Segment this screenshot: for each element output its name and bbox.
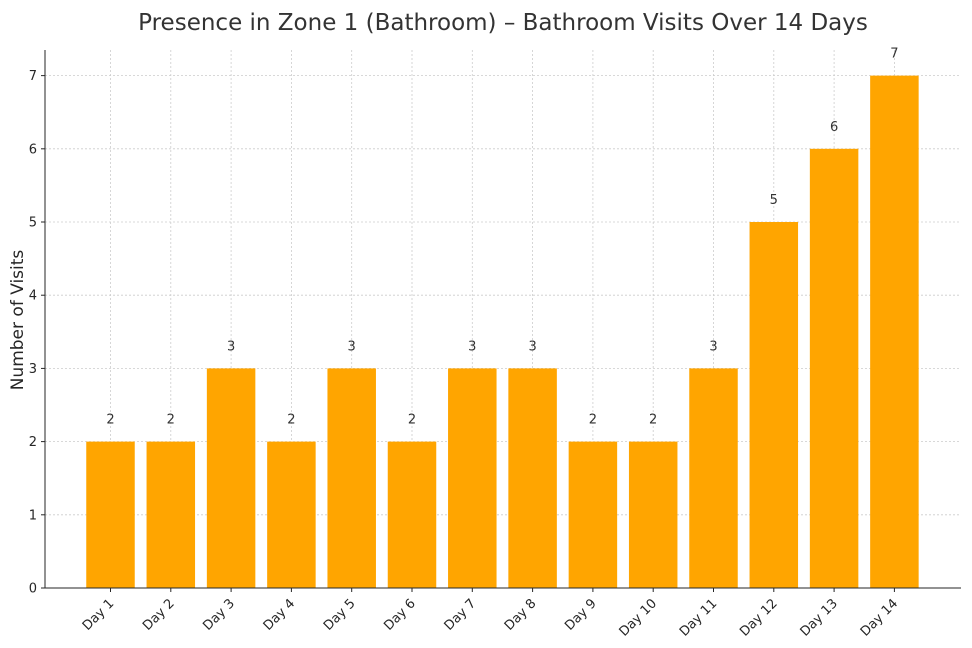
x-tick-label: Day 11 bbox=[677, 596, 720, 639]
bar bbox=[327, 368, 376, 588]
x-tick-label: Day 5 bbox=[321, 596, 359, 634]
data-label: 3 bbox=[468, 339, 476, 354]
bar bbox=[749, 222, 799, 588]
data-label: 3 bbox=[348, 339, 356, 354]
data-label: 3 bbox=[227, 339, 235, 354]
x-tick-label: Day 14 bbox=[858, 596, 901, 639]
data-label: 3 bbox=[528, 339, 536, 354]
bar bbox=[267, 441, 316, 588]
y-tick-label: 6 bbox=[29, 142, 37, 157]
y-tick-label: 1 bbox=[29, 508, 37, 523]
x-tick-label: Day 9 bbox=[562, 596, 600, 634]
bar bbox=[387, 441, 437, 588]
bar bbox=[568, 441, 618, 588]
bar bbox=[689, 368, 738, 588]
data-label: 2 bbox=[287, 413, 295, 428]
y-tick-label: 5 bbox=[29, 216, 37, 231]
y-tick-label: 0 bbox=[29, 582, 37, 597]
bar bbox=[508, 368, 557, 588]
y-tick-label: 2 bbox=[29, 435, 37, 450]
x-tick-label: Day 8 bbox=[502, 596, 540, 634]
data-labels: 2 2 3 2 3 2 3 3 2 2 3 5 6 7 bbox=[106, 47, 898, 428]
bar bbox=[146, 441, 196, 588]
data-label: 2 bbox=[649, 413, 657, 428]
data-label: 3 bbox=[709, 339, 717, 354]
bar bbox=[448, 368, 497, 588]
chart-title: Presence in Zone 1 (Bathroom) – Bathroom… bbox=[138, 10, 868, 36]
x-tick-label: Day 10 bbox=[617, 596, 660, 639]
data-label: 6 bbox=[830, 120, 838, 135]
x-tick-label: Day 12 bbox=[737, 596, 780, 639]
data-label: 5 bbox=[770, 193, 778, 208]
y-tick-label: 7 bbox=[29, 69, 37, 84]
y-tick-label: 4 bbox=[29, 289, 37, 304]
bar bbox=[870, 75, 919, 589]
axes bbox=[44, 50, 961, 589]
bar bbox=[206, 368, 256, 588]
data-label: 2 bbox=[408, 413, 416, 428]
data-label: 2 bbox=[167, 413, 175, 428]
x-tick-label: Day 3 bbox=[200, 596, 238, 634]
x-tick-label: Day 1 bbox=[80, 596, 118, 634]
bar bbox=[628, 441, 678, 588]
y-axis-label: Number of Visits bbox=[8, 250, 28, 391]
x-tick-label: Day 7 bbox=[442, 596, 480, 634]
y-tick-label: 3 bbox=[29, 362, 37, 377]
x-ticks: Day 1 Day 2 Day 3 Day 4 Day 5 Day 6 Day 7 Day 8… bbox=[80, 588, 901, 640]
y-ticks: 0 1 2 3 4 5 6 7 bbox=[29, 69, 45, 597]
bar bbox=[809, 148, 859, 588]
x-tick-label: Day 2 bbox=[140, 596, 178, 634]
data-label: 2 bbox=[106, 413, 114, 428]
bars bbox=[86, 75, 919, 589]
data-label: 7 bbox=[890, 47, 898, 62]
x-tick-label: Day 13 bbox=[798, 596, 841, 639]
x-tick-label: Day 6 bbox=[381, 596, 419, 634]
data-label: 2 bbox=[589, 413, 597, 428]
bar bbox=[86, 441, 135, 588]
x-tick-label: Day 4 bbox=[261, 596, 299, 634]
